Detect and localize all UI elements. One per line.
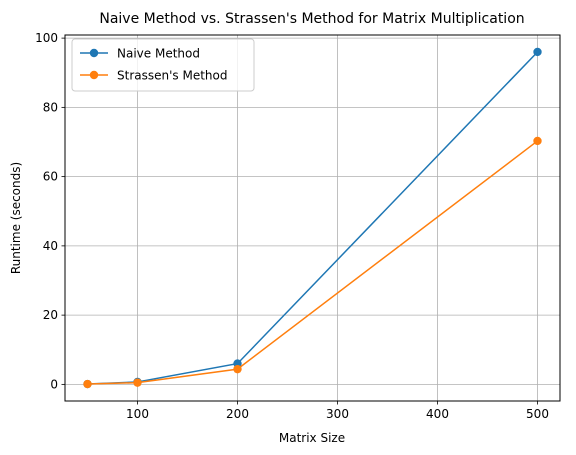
y-tick-label: 100 [35,31,58,45]
plot-frame [64,34,561,402]
x-tick-label: 400 [426,407,449,421]
data-point [233,364,242,374]
x-tick-label: 200 [226,407,249,421]
legend-item: Naive Method [80,47,200,61]
legend-box [71,38,255,92]
data-point [533,47,542,57]
y-axis-label: Runtime (seconds) [9,162,23,274]
y-tick-label: 20 [43,308,58,322]
y-tick-label: 40 [43,239,58,253]
legend-label: Naive Method [117,47,200,61]
data-point [83,379,92,389]
legend-marker [89,48,99,58]
x-tick-label: 500 [526,407,549,421]
series-line [87,140,538,385]
legend-label: Strassen's Method [117,69,227,83]
x-tick-label: 100 [126,407,149,421]
axis-ticks: 100 200 300 400 500 0 20 40 60 80 100 [35,31,549,421]
series-line [87,51,539,385]
series-strassens-method [83,136,542,389]
data-point [133,378,142,387]
y-tick-label: 80 [43,100,58,114]
grid [65,35,560,401]
legend: Naive Method Strassen's Method [71,38,255,92]
series [83,47,542,389]
data-point [533,136,542,146]
legend-marker [89,70,99,80]
series-naive-method [83,47,542,389]
x-tick-label: 300 [326,407,349,421]
y-tick-label: 0 [50,377,58,391]
chart-title: Naive Method vs. Strassen's Method for M… [99,11,524,27]
x-axis-label: Matrix Size [279,431,345,445]
legend-item: Strassen's Method [80,69,227,83]
y-tick-label: 60 [43,170,58,184]
